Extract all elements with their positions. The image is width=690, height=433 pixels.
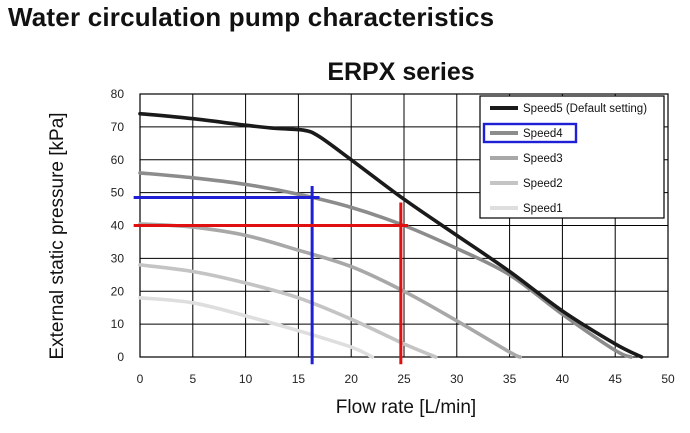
x-tick-label: 0 — [137, 372, 144, 386]
series-line-speed3 — [138, 222, 522, 359]
axis-ticks: 0 5 10 15 20 25 30 35 40 45 50 0 10 20 30 40 50 60 70 80 — [111, 87, 675, 386]
y-tick-label: 0 — [117, 350, 124, 364]
x-tick-label: 50 — [661, 372, 675, 386]
x-tick-label: 40 — [556, 372, 570, 386]
x-tick-label: 30 — [450, 372, 464, 386]
x-tick-label: 15 — [292, 372, 306, 386]
legend-label-speed4: Speed4 — [523, 128, 563, 140]
series-line-speed1 — [138, 296, 375, 359]
x-tick-label: 25 — [397, 372, 411, 386]
legend-label-speed2: Speed2 — [523, 178, 563, 190]
series-line-speed5 — [138, 111, 644, 359]
legend-label-speed3: Speed3 — [523, 153, 563, 165]
chart-title: ERPX series — [327, 58, 474, 86]
y-tick-label: 80 — [111, 87, 125, 101]
legend-label-speed5: Speed5 (Default setting) — [523, 103, 647, 115]
legend: Speed5 (Default setting) Speed4 Speed3 Spee… — [479, 95, 665, 219]
y-tick-label: 40 — [111, 219, 125, 233]
y-tick-label: 10 — [111, 317, 125, 331]
page-title: Water circulation pump characteristics — [8, 2, 495, 32]
legend-highlight-box — [482, 122, 578, 144]
legend-label-speed1: Speed1 — [523, 203, 563, 215]
series-line-speed2 — [138, 263, 438, 359]
x-tick-label: 45 — [609, 372, 623, 386]
x-tick-label: 20 — [345, 372, 359, 386]
x-tick-label: 10 — [239, 372, 253, 386]
x-tick-label: 35 — [503, 372, 517, 386]
annotation-lines — [133, 186, 409, 365]
y-tick-label: 60 — [111, 153, 125, 167]
x-axis-label: Flow rate [L/min] — [336, 397, 476, 418]
x-tick-label: 5 — [189, 372, 196, 386]
y-tick-label: 20 — [111, 284, 125, 298]
y-axis-label: External static pressure [kPa] — [47, 112, 68, 359]
y-tick-label: 30 — [111, 251, 125, 265]
y-tick-label: 70 — [111, 120, 125, 134]
y-tick-label: 50 — [111, 186, 125, 200]
